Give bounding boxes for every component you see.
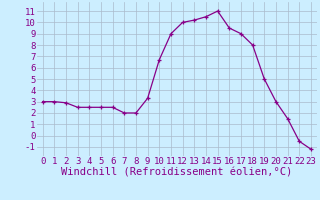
X-axis label: Windchill (Refroidissement éolien,°C): Windchill (Refroidissement éolien,°C) [61,168,292,178]
